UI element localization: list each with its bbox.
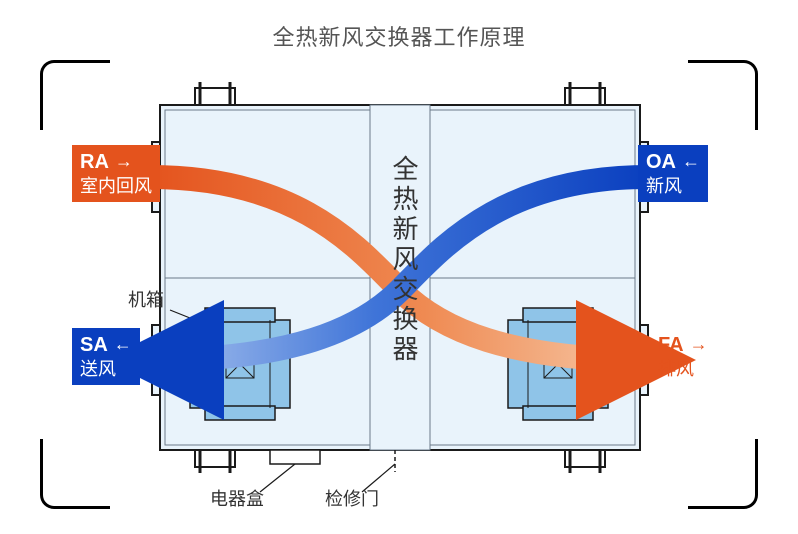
port-sa: SA← 送风 (72, 328, 140, 385)
arrow-right-icon: → (690, 333, 708, 356)
elec-box-shape (270, 450, 320, 464)
arrow-right-icon: → (115, 150, 133, 173)
arrow-left-icon: ← (114, 333, 132, 356)
port-ra: RA→ 室内回风 (72, 145, 160, 202)
arrow-left-icon: ← (682, 150, 700, 173)
diagram-canvas: 全热新风交换器 RA→ 室内回风 OA← 新风 SA← 送风 FA→ 排风 机箱… (40, 60, 758, 509)
center-label: 全热新风交换器 (386, 155, 423, 365)
diagram-title: 全热新风交换器工作原理 (0, 20, 798, 52)
port-oa: OA← 新风 (638, 145, 708, 202)
port-fa: FA→ 排风 (650, 328, 716, 385)
anno-chassis: 机箱 (128, 286, 164, 312)
anno-service-door: 检修门 (325, 485, 379, 511)
anno-elec-box: 电器盒 (210, 485, 264, 511)
